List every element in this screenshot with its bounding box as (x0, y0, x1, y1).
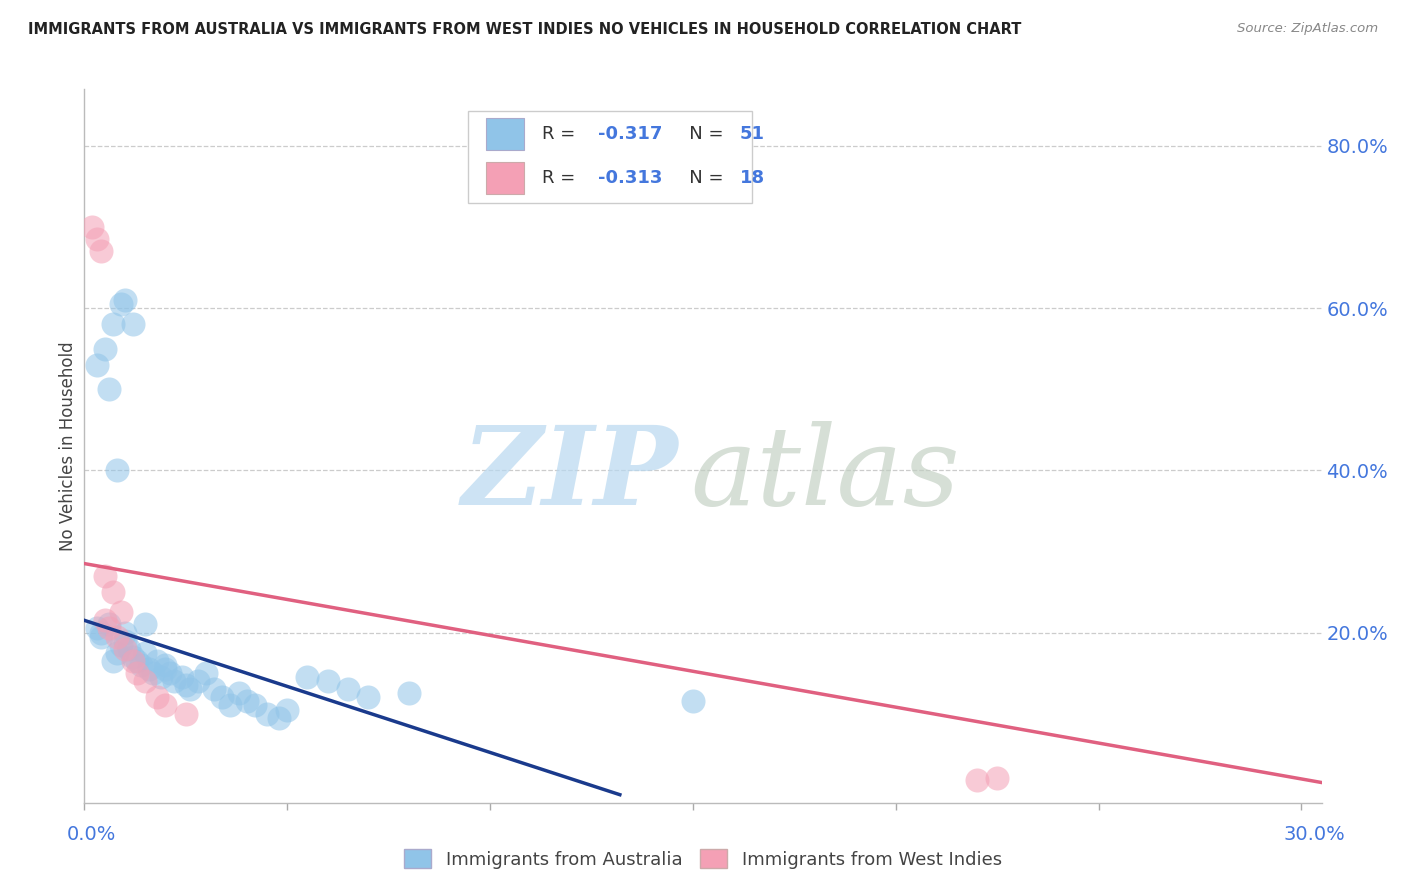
Point (114, 293, 136, 307)
Point (134, 646, 156, 660)
Point (114, 625, 136, 640)
Text: N =: N = (672, 169, 730, 187)
Point (179, 682, 201, 697)
Point (219, 698, 242, 713)
Point (187, 674, 209, 689)
Point (138, 662, 160, 676)
Point (114, 633, 136, 648)
Point (127, 666, 149, 681)
Point (243, 698, 266, 713)
Text: 18: 18 (740, 169, 765, 187)
Y-axis label: No Vehicles in Household: No Vehicles in Household (59, 341, 77, 551)
Point (155, 662, 177, 676)
Point (122, 318, 145, 332)
Point (202, 682, 225, 697)
Point (101, 585, 124, 599)
Text: N =: N = (672, 125, 730, 143)
Text: IMMIGRANTS FROM AUSTRALIA VS IMMIGRANTS FROM WEST INDIES NO VEHICLES IN HOUSEHOL: IMMIGRANTS FROM AUSTRALIA VS IMMIGRANTS … (28, 22, 1022, 37)
Point (986, 772, 1008, 786)
Point (122, 649, 145, 664)
Text: 51: 51 (740, 125, 765, 143)
Point (122, 654, 145, 668)
Point (101, 654, 124, 668)
Point (162, 674, 184, 689)
Text: -0.317: -0.317 (598, 125, 662, 143)
Point (256, 706, 278, 721)
Bar (486, 118, 523, 150)
Point (93, 342, 115, 356)
Point (90, 625, 112, 640)
Point (105, 630, 128, 644)
Point (110, 297, 132, 311)
Point (155, 698, 177, 713)
Text: ZIP: ZIP (461, 421, 678, 528)
Point (105, 646, 128, 660)
Point (174, 706, 197, 721)
Point (357, 690, 380, 705)
Point (682, 694, 704, 708)
Point (159, 666, 181, 681)
Point (86, 232, 108, 246)
Point (127, 654, 149, 668)
Point (129, 657, 152, 672)
Point (276, 702, 298, 716)
Point (101, 318, 124, 332)
Point (118, 641, 141, 656)
Point (150, 670, 173, 684)
Point (195, 666, 218, 681)
Point (211, 690, 233, 705)
Point (114, 641, 136, 656)
Point (93, 613, 115, 627)
Point (146, 690, 169, 705)
Point (93, 568, 115, 582)
Point (134, 674, 156, 689)
Point (90, 244, 112, 259)
Legend: Immigrants from Australia, Immigrants from West Indies: Immigrants from Australia, Immigrants fr… (396, 842, 1010, 876)
Text: atlas: atlas (690, 421, 960, 528)
Point (97, 617, 120, 632)
Point (966, 773, 988, 788)
Text: Source: ZipAtlas.com: Source: ZipAtlas.com (1237, 22, 1378, 36)
Point (97, 382, 120, 396)
Point (398, 686, 420, 700)
Text: R =: R = (543, 169, 581, 187)
Point (235, 694, 257, 708)
Point (142, 666, 165, 681)
Point (297, 670, 319, 684)
Point (228, 686, 250, 700)
Point (170, 670, 193, 684)
Point (316, 674, 339, 689)
Point (174, 678, 197, 692)
Point (110, 605, 132, 619)
Point (82, 220, 104, 235)
Point (267, 711, 290, 725)
Point (337, 682, 360, 697)
Point (155, 657, 177, 672)
Point (86, 622, 108, 636)
Point (90, 630, 112, 644)
Text: -0.313: -0.313 (598, 169, 662, 187)
Point (146, 654, 169, 668)
Text: 0.0%: 0.0% (66, 824, 117, 844)
Point (134, 617, 156, 632)
Point (110, 638, 132, 652)
Bar (486, 162, 523, 194)
Text: 30.0%: 30.0% (1284, 824, 1346, 844)
FancyBboxPatch shape (468, 111, 752, 203)
Point (105, 463, 128, 477)
Point (86, 358, 108, 372)
Point (97, 622, 120, 636)
Text: R =: R = (543, 125, 581, 143)
